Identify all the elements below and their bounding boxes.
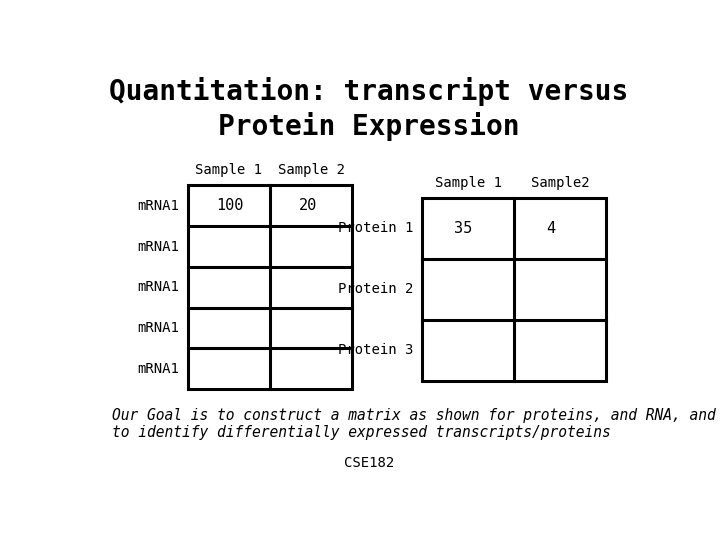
Text: mRNA1: mRNA1 — [138, 240, 179, 253]
Bar — [188, 185, 352, 389]
Text: Sample2: Sample2 — [531, 176, 590, 190]
Text: Our Goal is to construct a matrix as shown for proteins, and RNA, and use it
to : Our Goal is to construct a matrix as sho… — [112, 408, 720, 440]
Bar — [422, 198, 606, 381]
Text: 20: 20 — [299, 198, 317, 213]
Text: 4: 4 — [546, 221, 555, 236]
Text: Protein 1: Protein 1 — [338, 221, 413, 235]
Text: Sample 1: Sample 1 — [435, 176, 502, 190]
Text: 100: 100 — [217, 198, 244, 213]
Text: mRNA1: mRNA1 — [138, 362, 179, 376]
Text: Sample 2: Sample 2 — [278, 163, 345, 177]
Text: 35: 35 — [454, 221, 472, 236]
Text: mRNA1: mRNA1 — [138, 321, 179, 335]
Text: mRNA1: mRNA1 — [138, 199, 179, 213]
Text: Quantitation: transcript versus
Protein Expression: Quantitation: transcript versus Protein … — [109, 77, 629, 141]
Text: Protein 3: Protein 3 — [338, 343, 413, 357]
Text: CSE182: CSE182 — [344, 456, 394, 470]
Text: Sample 1: Sample 1 — [195, 163, 262, 177]
Text: mRNA1: mRNA1 — [138, 280, 179, 294]
Text: Protein 2: Protein 2 — [338, 282, 413, 296]
